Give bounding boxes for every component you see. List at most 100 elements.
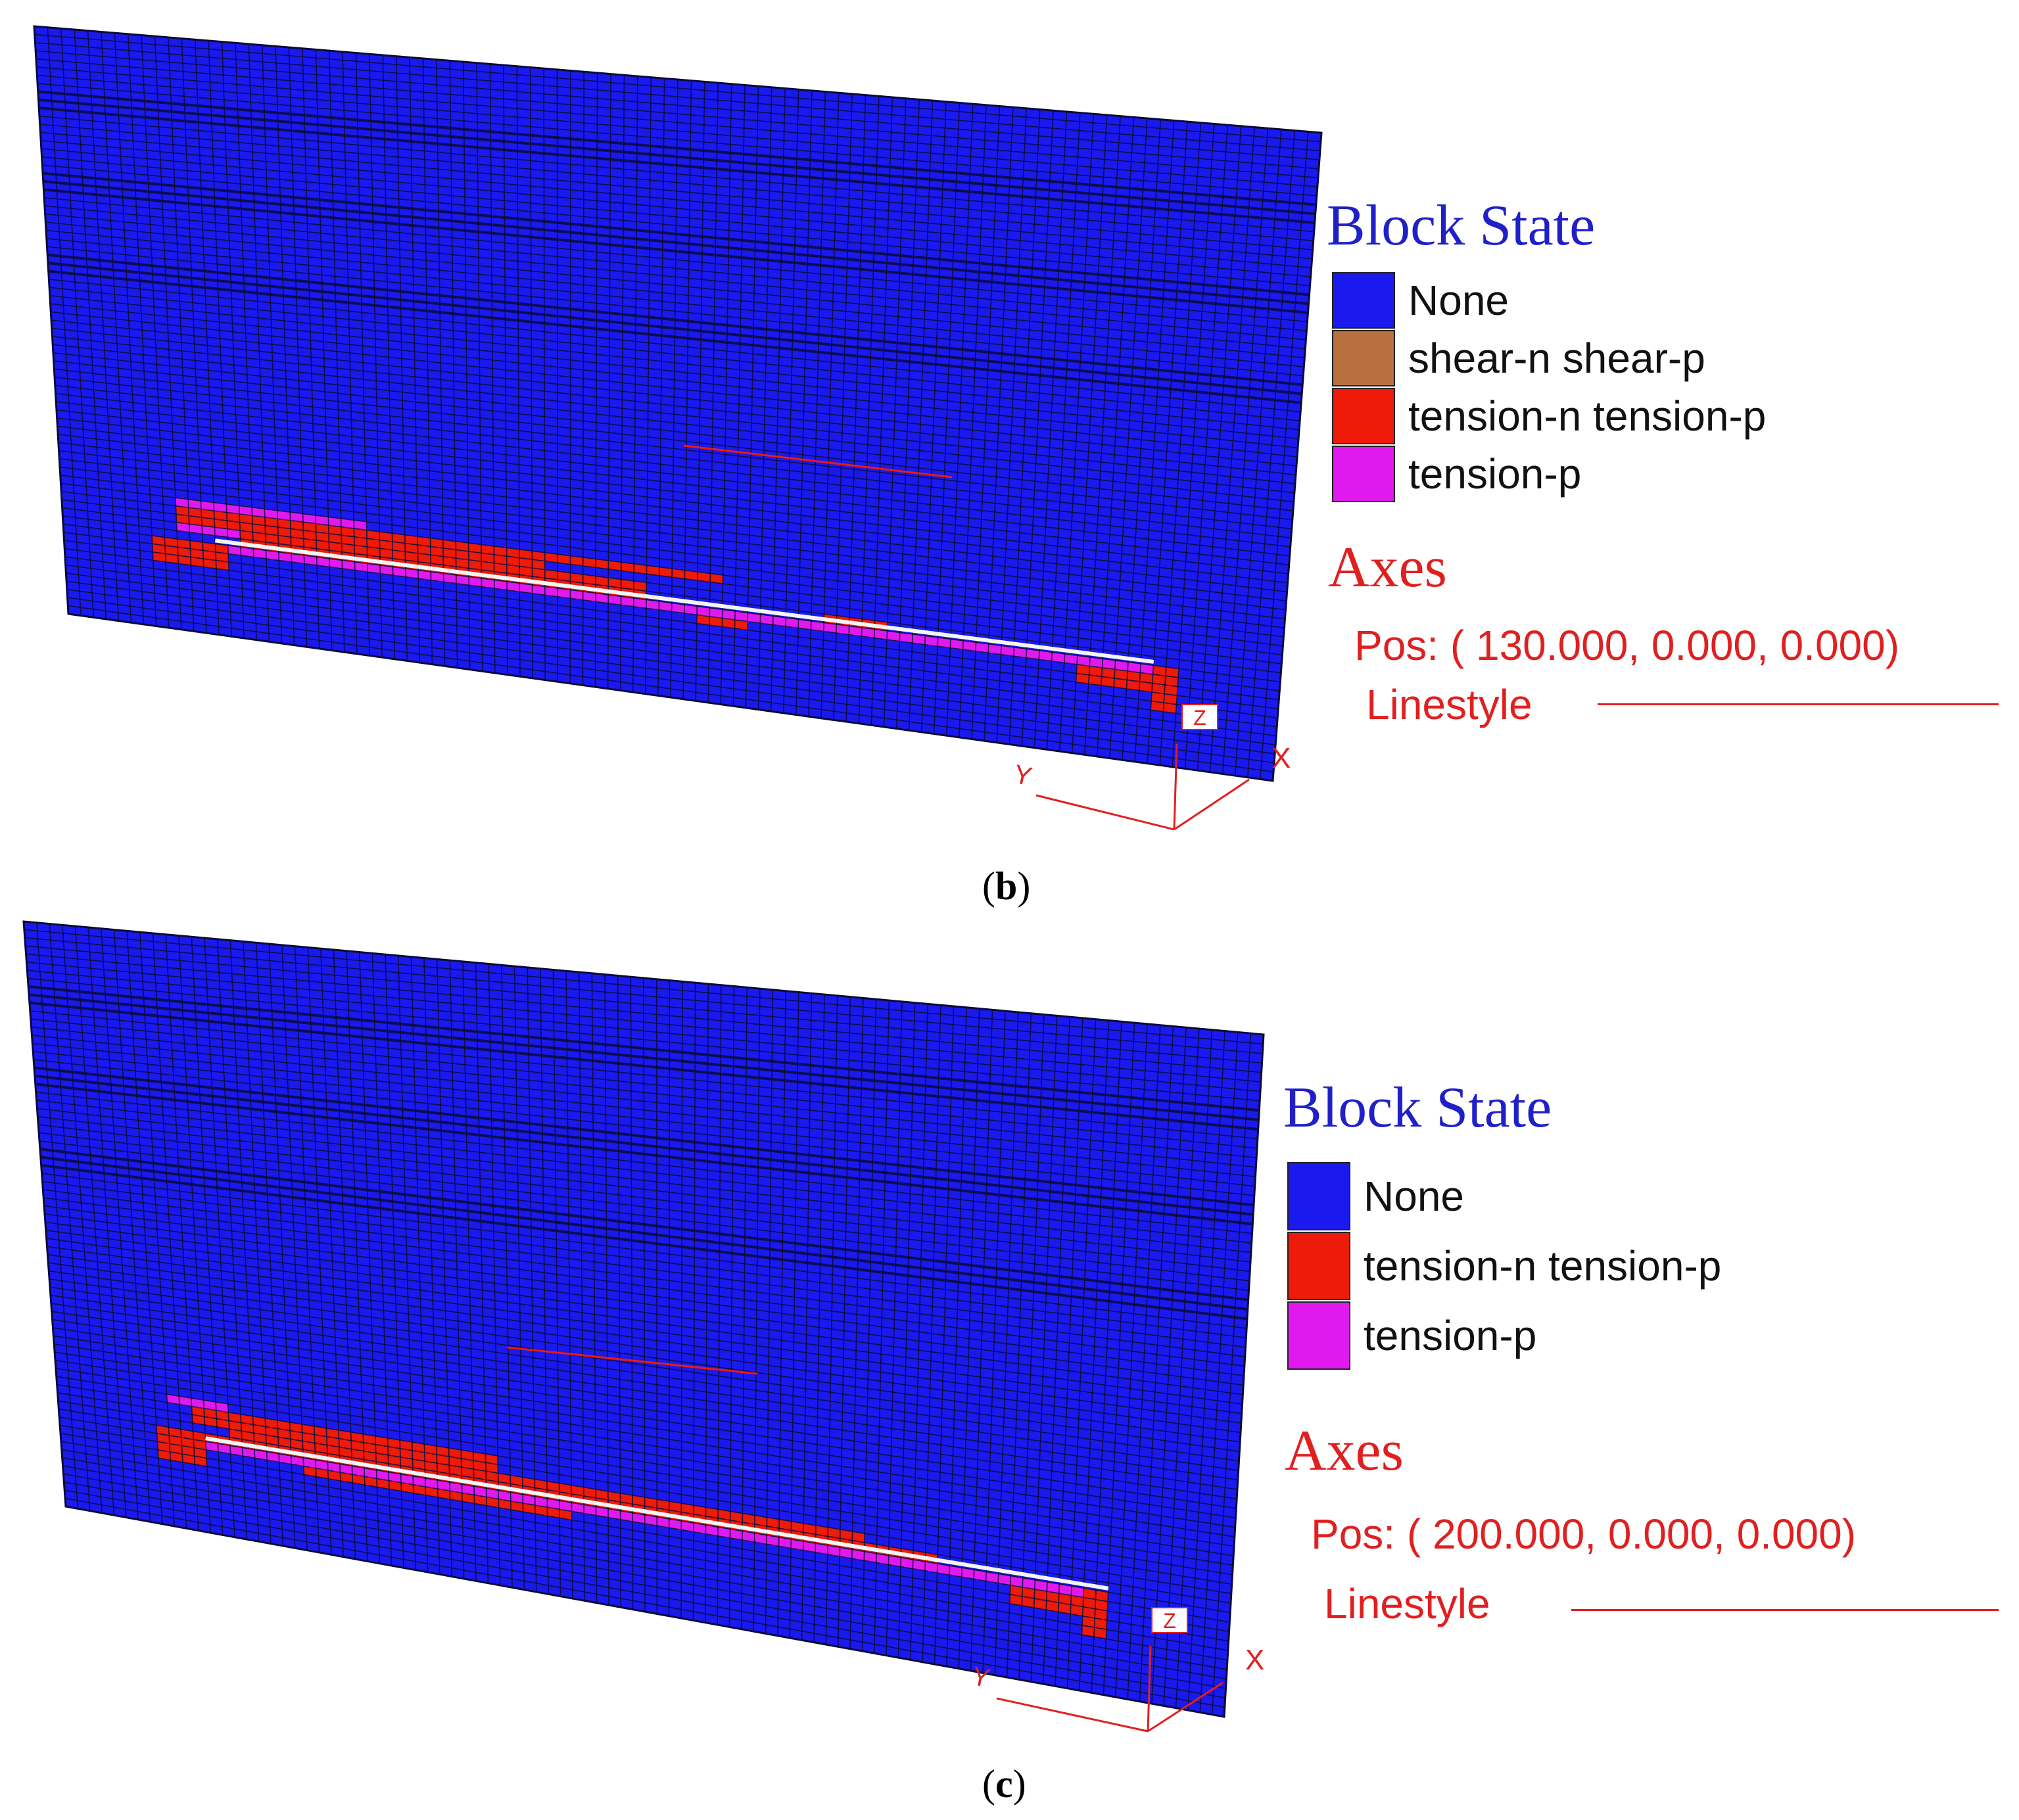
failed-cell: [204, 1416, 218, 1427]
mesh-line-h: [46, 1238, 1243, 1405]
failed-cell: [473, 1469, 487, 1480]
failed-cell: [510, 1475, 523, 1486]
panel-caption: (c): [982, 1762, 1026, 1806]
failed-cell: [1022, 1577, 1035, 1589]
failed-cell: [302, 513, 316, 524]
mesh-line-h: [53, 352, 1295, 494]
failed-cell: [375, 1453, 389, 1464]
mesh-line-h: [46, 238, 1304, 367]
failed-cell: [156, 1433, 170, 1444]
failed-cell: [228, 1412, 241, 1423]
failed-cell: [430, 546, 444, 557]
failed-cell: [742, 1513, 755, 1524]
legend-label: tension-p: [1364, 1312, 1537, 1359]
failed-cell: [241, 1414, 254, 1425]
mesh-line-h: [35, 42, 1321, 152]
failed-cell: [364, 1451, 377, 1462]
failed-cell: [417, 545, 431, 555]
failed-cell: [485, 1454, 498, 1465]
legend-swatch: [1332, 388, 1395, 444]
failed-cell: [570, 572, 583, 583]
failed-cell: [176, 522, 190, 532]
failed-zone: [152, 498, 1179, 714]
failed-cell: [938, 637, 951, 648]
failed-cell: [170, 1452, 183, 1462]
failed-cell: [620, 1510, 633, 1522]
failed-cell: [266, 550, 279, 561]
failed-cell: [644, 1497, 657, 1508]
failed-cell: [1094, 1618, 1107, 1630]
failed-cell: [988, 643, 1002, 655]
failed-cell: [1095, 1608, 1108, 1620]
failed-cell: [376, 1470, 389, 1481]
failed-cell: [291, 537, 304, 548]
mesh-line-h: [51, 319, 1298, 457]
failed-cell: [1033, 1598, 1047, 1610]
failed-cell: [304, 555, 318, 566]
failed-cell: [204, 1408, 217, 1419]
failed-cell: [481, 561, 494, 572]
x-axis-line: [1174, 778, 1250, 831]
failed-cell: [290, 512, 303, 523]
failed-cell: [366, 530, 380, 540]
failed-cell: [379, 531, 392, 542]
failed-cell: [303, 538, 317, 549]
failed-cell: [1026, 649, 1039, 660]
failed-cell: [570, 555, 583, 566]
failed-cell: [558, 554, 571, 565]
failed-cell: [367, 563, 381, 574]
failed-cell: [253, 548, 266, 559]
mesh-line-h: [62, 1457, 1228, 1661]
failed-cell: [182, 1454, 195, 1464]
anchor-line: [205, 1436, 1109, 1591]
failed-cell: [405, 543, 418, 553]
failed-cell: [840, 1529, 853, 1541]
failed-cell: [791, 1521, 804, 1533]
failed-cell: [203, 559, 216, 569]
mesh-line-h: [47, 246, 1304, 377]
failed-cell: [265, 534, 279, 544]
failed-cell: [519, 566, 533, 576]
failed-cell: [354, 536, 368, 547]
failed-cell: [924, 636, 938, 647]
failed-cell: [241, 547, 254, 557]
failed-cell: [1010, 1575, 1023, 1587]
mesh-line-h: [56, 409, 1290, 557]
failed-cell: [176, 505, 189, 516]
failed-cell: [178, 547, 191, 557]
axes-title: Axes: [1328, 536, 1447, 599]
failed-cell: [864, 1551, 877, 1563]
mesh-line-h: [48, 269, 1302, 404]
failed-cell: [975, 642, 989, 653]
failed-cell: [559, 1501, 572, 1512]
failed-cell: [375, 1435, 388, 1447]
failed-cell: [767, 1535, 779, 1547]
failed-cell: [827, 1545, 840, 1556]
mesh-line-h: [47, 262, 1302, 396]
failed-cell: [302, 1432, 315, 1443]
failed-cell: [486, 1497, 499, 1508]
legend-title: Block State: [1327, 194, 1596, 258]
mesh-line-h: [28, 993, 1259, 1121]
failed-cell: [468, 559, 482, 570]
failed-cell: [216, 1418, 229, 1430]
failed-cell: [192, 1414, 205, 1425]
failed-cell: [570, 590, 583, 600]
mesh-line-h: [27, 969, 1261, 1092]
mesh-line-h: [55, 1368, 1234, 1556]
mesh-line-h: [51, 327, 1297, 467]
failed-cell: [937, 1564, 950, 1575]
failed-cell: [456, 558, 469, 569]
failed-cell: [201, 517, 215, 528]
failed-cell: [413, 1484, 426, 1495]
failed-cell: [418, 570, 431, 580]
failed-cell: [546, 1481, 559, 1492]
failed-cell: [178, 555, 191, 566]
failed-cell: [532, 584, 545, 595]
failed-cell: [254, 1449, 268, 1460]
failed-cell: [351, 1449, 364, 1460]
failed-cell: [201, 509, 214, 519]
failed-cell: [1039, 650, 1053, 661]
failed-cell: [401, 1482, 414, 1493]
failed-cell: [596, 559, 609, 569]
